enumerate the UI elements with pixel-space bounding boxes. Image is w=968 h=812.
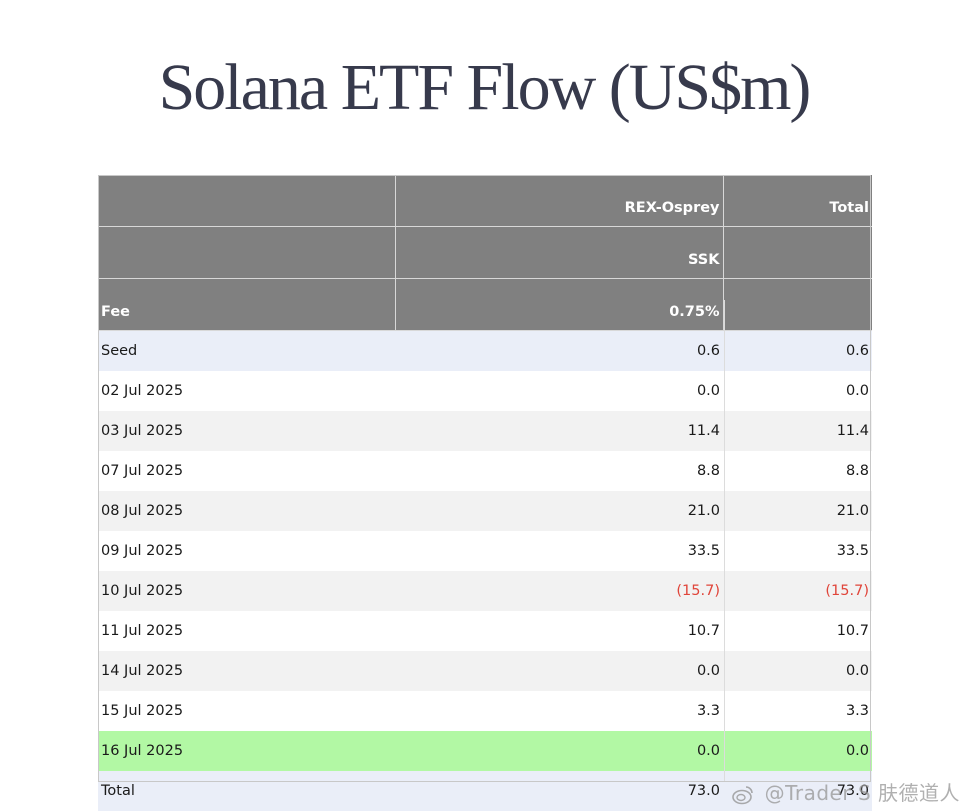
row-label: 09 Jul 2025 — [98, 531, 395, 571]
ssk-value: 21.0 — [395, 491, 723, 531]
ssk-value: (15.7) — [395, 571, 723, 611]
header-label — [98, 226, 396, 279]
table-row-latest: 16 Jul 2025 0.0 0.0 — [98, 731, 872, 771]
table-row: 03 Jul 2025 11.4 11.4 — [98, 411, 872, 451]
table-row: Seed 0.6 0.6 — [98, 330, 872, 371]
row-label: 10 Jul 2025 — [98, 571, 395, 611]
total-value: 11.4 — [723, 411, 872, 451]
ssk-value: 11.4 — [395, 411, 723, 451]
header-fee-value: 0.75% — [395, 278, 724, 331]
header-row-fee: Fee 0.75% — [98, 278, 872, 331]
row-label: 15 Jul 2025 — [98, 691, 395, 731]
header-empty — [723, 226, 872, 279]
header-ticker: SSK — [395, 226, 724, 279]
total-value: 0.6 — [723, 330, 872, 371]
etf-flow-table: REX-Osprey Total SSK Fee 0.75% Seed 0.6 … — [98, 175, 872, 811]
table-row: 02 Jul 2025 0.0 0.0 — [98, 371, 872, 411]
header-label — [98, 175, 396, 227]
row-label: 08 Jul 2025 — [98, 491, 395, 531]
header-total: Total — [723, 175, 872, 227]
page-title: Solana ETF Flow (US$m) — [158, 51, 812, 124]
table-row: 14 Jul 2025 0.0 0.0 — [98, 651, 872, 691]
table-row-total: Total 73.0 73.0 — [98, 771, 872, 811]
row-label: Total — [98, 771, 395, 811]
total-value: 10.7 — [723, 611, 872, 651]
ssk-value: 10.7 — [395, 611, 723, 651]
ssk-value: 3.3 — [395, 691, 723, 731]
header-empty — [723, 278, 872, 331]
weibo-icon — [731, 784, 754, 806]
ssk-value: 8.8 — [395, 451, 723, 491]
total-value: 0.0 — [723, 731, 872, 771]
ssk-value: 33.5 — [395, 531, 723, 571]
row-label: 02 Jul 2025 — [98, 371, 395, 411]
ssk-value: 0.0 — [395, 371, 723, 411]
table-row: 07 Jul 2025 8.8 8.8 — [98, 451, 872, 491]
table-row: 08 Jul 2025 21.0 21.0 — [98, 491, 872, 531]
row-label: Seed — [98, 330, 395, 371]
total-value: 3.3 — [723, 691, 872, 731]
total-value: 8.8 — [723, 451, 872, 491]
row-label: 07 Jul 2025 — [98, 451, 395, 491]
row-label: 16 Jul 2025 — [98, 731, 395, 771]
header-fee-label: Fee — [98, 278, 396, 331]
table-row: 11 Jul 2025 10.7 10.7 — [98, 611, 872, 651]
total-value: (15.7) — [723, 571, 872, 611]
total-value: 0.0 — [723, 651, 872, 691]
ssk-value: 0.0 — [395, 651, 723, 691]
row-label: 11 Jul 2025 — [98, 611, 395, 651]
row-label: 14 Jul 2025 — [98, 651, 395, 691]
header-row-ticker: SSK — [98, 226, 872, 279]
table-row: 10 Jul 2025 (15.7) (15.7) — [98, 571, 872, 611]
row-label: 03 Jul 2025 — [98, 411, 395, 451]
table-row: 15 Jul 2025 3.3 3.3 — [98, 691, 872, 731]
watermark: @Trader S 肤德道人 — [731, 777, 960, 806]
table-row: 09 Jul 2025 33.5 33.5 — [98, 531, 872, 571]
watermark-text: @Trader S 肤德道人 — [764, 781, 960, 805]
total-value: 0.0 — [723, 371, 872, 411]
ssk-value: 0.6 — [395, 330, 723, 371]
total-value: 21.0 — [723, 491, 872, 531]
total-value: 33.5 — [723, 531, 872, 571]
header-row-fund: REX-Osprey Total — [98, 175, 872, 227]
ssk-value: 0.0 — [395, 731, 723, 771]
ssk-value: 73.0 — [395, 771, 723, 811]
header-fund-name: REX-Osprey — [395, 175, 724, 227]
